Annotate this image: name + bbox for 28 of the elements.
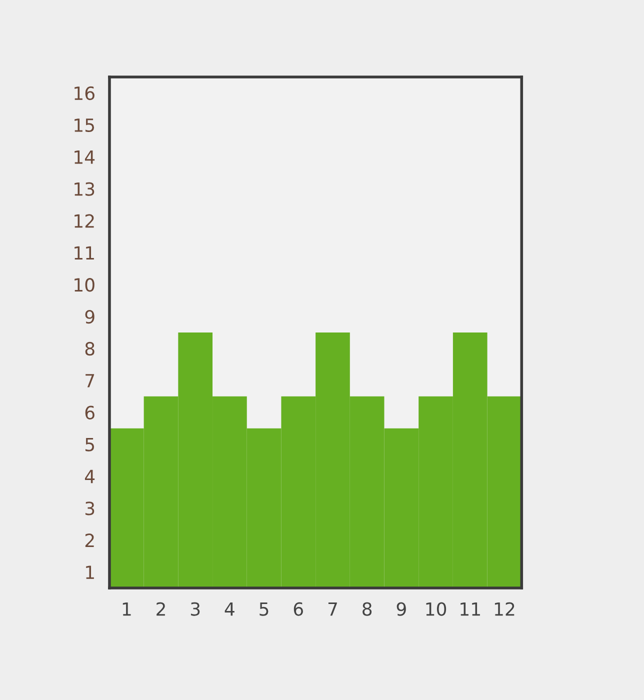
y-tick-label: 13 [74,182,94,196]
x-tick-label: 11 [460,602,480,616]
x-tick-label: 7 [328,602,337,616]
y-tick-label: 12 [74,214,94,228]
y-tick-label: 7 [86,374,94,388]
x-tick-label: 4 [224,602,234,616]
x-tick-label: 6 [294,602,303,616]
y-tick-label: 9 [85,310,94,324]
y-tick-label: 3 [85,502,94,516]
y-tick-label: 14 [74,150,95,164]
y-tick-label: 16 [74,86,94,100]
y-tick-label: 8 [85,342,94,356]
x-tick-label: 8 [362,602,372,616]
x-tick-label: 3 [190,602,200,616]
x-tick-label: 2 [156,602,165,616]
y-tick-label: 1 [86,566,94,579]
y-tick-label: 5 [85,438,94,452]
x-tick-label: 1 [122,602,131,616]
y-tick-label: 15 [74,118,94,132]
y-tick-label: 10 [74,278,94,292]
y-tick-label: 6 [85,406,94,420]
x-tick-label: 5 [260,602,268,616]
y-tick-label: 4 [84,470,95,484]
y-tick-label: 11 [74,246,94,260]
x-tick-label: 9 [396,602,406,616]
y-tick-label: 2 [85,534,94,547]
x-tick-label: 10 [426,602,446,616]
x-tick-label: 12 [494,602,514,616]
